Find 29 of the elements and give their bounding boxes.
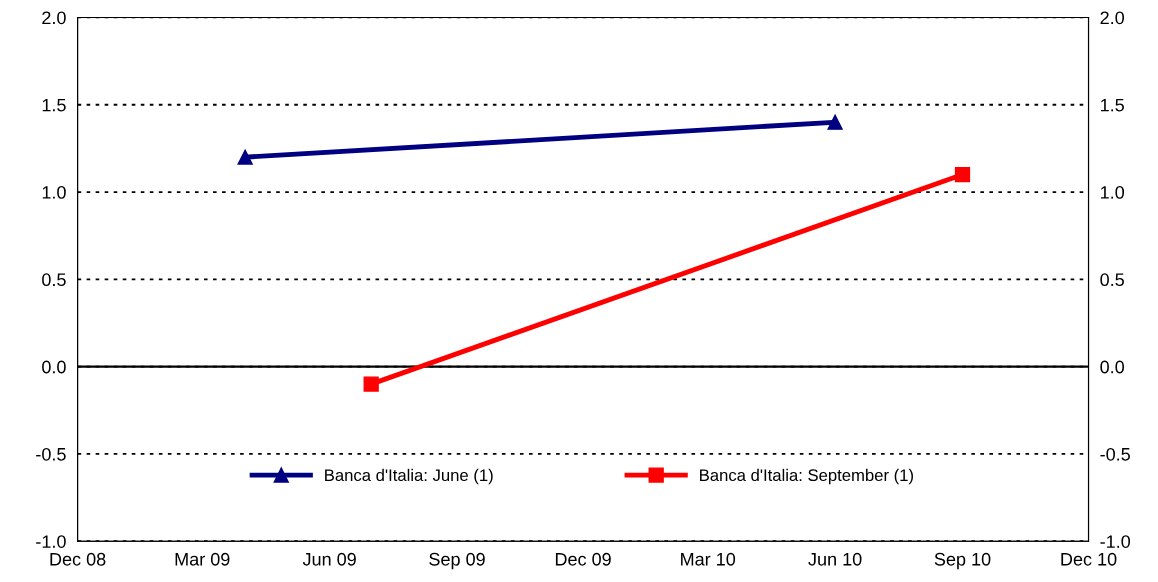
y2-tick-label: 0.0: [1100, 360, 1125, 374]
y2-tick-label: -1.0: [1100, 535, 1131, 548]
y-tick-label: -0.5: [36, 447, 66, 461]
y-tick-label: 0.5: [42, 273, 66, 287]
y-tick-label: 1.0: [42, 185, 66, 199]
y2-tick-label: -0.5: [1100, 447, 1130, 461]
y2-tick-label: 0.5: [1100, 273, 1124, 287]
point: [827, 114, 843, 130]
legend-label: Banca d'Italia: June (1): [325, 468, 493, 485]
y-tick-label: 0.0: [42, 360, 66, 374]
x-tick-label: Sep 10: [934, 552, 991, 570]
x-tick-label: Dec 09: [555, 552, 611, 566]
x-tick-label: Jun 10: [808, 552, 862, 566]
y2-tick-label: 1.0: [1101, 185, 1125, 199]
x-tick-label: Mar 09: [175, 552, 230, 566]
point: [954, 166, 971, 183]
y-tick-label: -1.0: [36, 535, 66, 548]
point: [237, 149, 253, 165]
y2-tick-label: 1.5: [1101, 98, 1124, 112]
x-tick-label: Mar 10: [681, 552, 736, 566]
y-tick-label: 2.0: [42, 11, 66, 25]
y2-tick-label: 2.0: [1100, 11, 1125, 25]
y-tick-label: 1.5: [42, 98, 66, 112]
legend-label: Banca d'Italia: September (1): [700, 468, 913, 485]
x-tick-label: Dec 08: [50, 552, 106, 566]
point: [363, 376, 379, 392]
x-tick-label: Dec 10: [1061, 552, 1117, 566]
x-tick-label: Sep 09: [429, 552, 485, 570]
x-tick-label: Jun 09: [302, 552, 356, 566]
